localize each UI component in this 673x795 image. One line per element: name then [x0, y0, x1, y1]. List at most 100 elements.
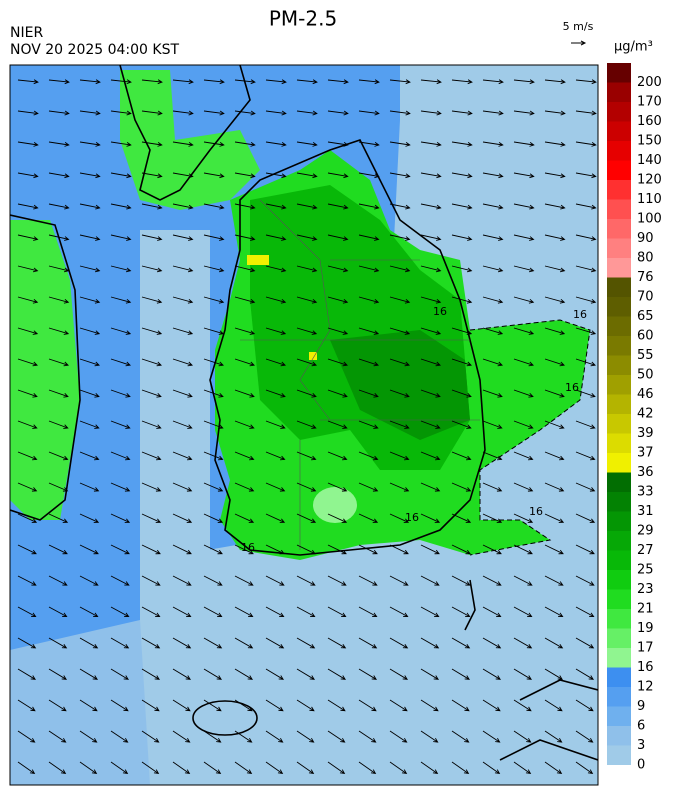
legend-swatch [607, 570, 631, 590]
wind-arrow [265, 575, 285, 586]
wind-arrow [265, 606, 285, 617]
legend-label: 12 [637, 680, 654, 695]
wind-arrow [141, 420, 162, 429]
wind-arrow [513, 234, 535, 241]
wind-arrow [110, 234, 132, 241]
wind-arrow [17, 606, 37, 617]
wind-arrow [358, 79, 380, 85]
legend-swatch [607, 511, 631, 531]
wind-arrow [482, 141, 504, 147]
wind-arrow [482, 451, 503, 461]
legend-label: 17 [637, 641, 654, 656]
wind-arrow [544, 575, 564, 586]
wind-arrow [234, 203, 256, 210]
wind-arrow [420, 637, 440, 649]
wind-arrow [17, 234, 39, 241]
wind-arrow [141, 110, 163, 116]
wind-arrow [451, 420, 472, 429]
wind-arrow [389, 699, 408, 712]
wind-arrow [203, 482, 224, 492]
wind-arrow [575, 389, 596, 398]
wind-arrow [141, 79, 163, 85]
wind-arrow [327, 513, 348, 523]
wind-arrow [17, 110, 39, 116]
wind-arrow [327, 637, 347, 649]
wind-arrow [296, 141, 318, 147]
wind-arrow [110, 668, 129, 680]
wind-arrow [234, 265, 256, 273]
wind-arrow [358, 668, 377, 680]
legend-label: 50 [637, 368, 654, 383]
wind-arrow [575, 296, 597, 304]
wind-arrow [513, 327, 535, 335]
wind-arrow [172, 544, 192, 555]
wind-arrow [420, 544, 440, 555]
wind-arrow [513, 730, 532, 743]
wind-arrow [203, 544, 223, 555]
wind-arrow [79, 79, 101, 85]
wind-arrow [544, 482, 565, 492]
wind-arrow [575, 234, 597, 241]
wind-arrow [513, 110, 535, 116]
wind-arrow [482, 79, 504, 85]
legend-label: 42 [637, 407, 654, 422]
wind-arrow [327, 327, 349, 335]
wind-arrow [389, 606, 409, 617]
wind-arrow [451, 234, 473, 241]
wind-arrow [265, 265, 287, 273]
wind-arrow [544, 513, 565, 523]
wind-arrow [203, 513, 224, 523]
wind-arrow [141, 358, 162, 367]
wind-arrow [172, 234, 194, 241]
wind-arrow [172, 637, 192, 649]
contour-label: 16 [405, 511, 419, 524]
wind-arrow [110, 699, 129, 712]
datetime: NOV 20 2025 04:00 KST [10, 42, 179, 58]
map-frame [9, 64, 599, 786]
wind-arrow [48, 234, 70, 241]
wind-arrow [234, 606, 254, 617]
wind-arrow [358, 637, 378, 649]
wind-arrow [172, 358, 193, 367]
legend-swatch [607, 199, 631, 219]
wind-arrow [296, 761, 315, 775]
wind-arrow [172, 79, 194, 85]
wind-arrow [48, 544, 68, 555]
wind-arrow [17, 668, 36, 680]
wind-arrow [110, 482, 131, 492]
wind-arrow [482, 234, 504, 241]
legend-label: 0 [637, 758, 645, 773]
contour-label: 16 [433, 305, 447, 318]
wind-arrow [17, 699, 36, 712]
legend-label: 100 [637, 212, 662, 227]
wind-arrow [234, 544, 254, 555]
wind-arrow [141, 513, 162, 523]
wind-arrow [513, 761, 532, 775]
wind-arrow [544, 606, 564, 617]
wind-arrow [141, 668, 160, 680]
wind-arrow [17, 141, 39, 147]
wind-arrow [420, 358, 441, 367]
wind-arrow [420, 327, 442, 335]
wind-arrow [544, 761, 563, 775]
wind-arrow [389, 637, 409, 649]
wind-arrow [141, 699, 160, 712]
wind-arrow [203, 296, 225, 304]
wind-arrow [451, 730, 470, 743]
wind-arrow [296, 296, 318, 304]
wind-arrow [389, 420, 410, 429]
wind-arrow [420, 668, 439, 680]
wind-arrow [296, 234, 318, 241]
wind-arrow [544, 389, 565, 398]
wind-arrow [358, 296, 380, 304]
wind-arrow [110, 141, 132, 147]
legend-label: 25 [637, 563, 654, 578]
wind-arrow [110, 327, 132, 335]
wind-arrow [544, 451, 565, 461]
wind-arrow [420, 110, 442, 116]
wind-arrow [327, 730, 346, 743]
wind-arrow [451, 110, 473, 116]
wind-arrow [110, 451, 131, 461]
legend-label: 140 [637, 153, 662, 168]
wind-arrow [482, 513, 503, 523]
